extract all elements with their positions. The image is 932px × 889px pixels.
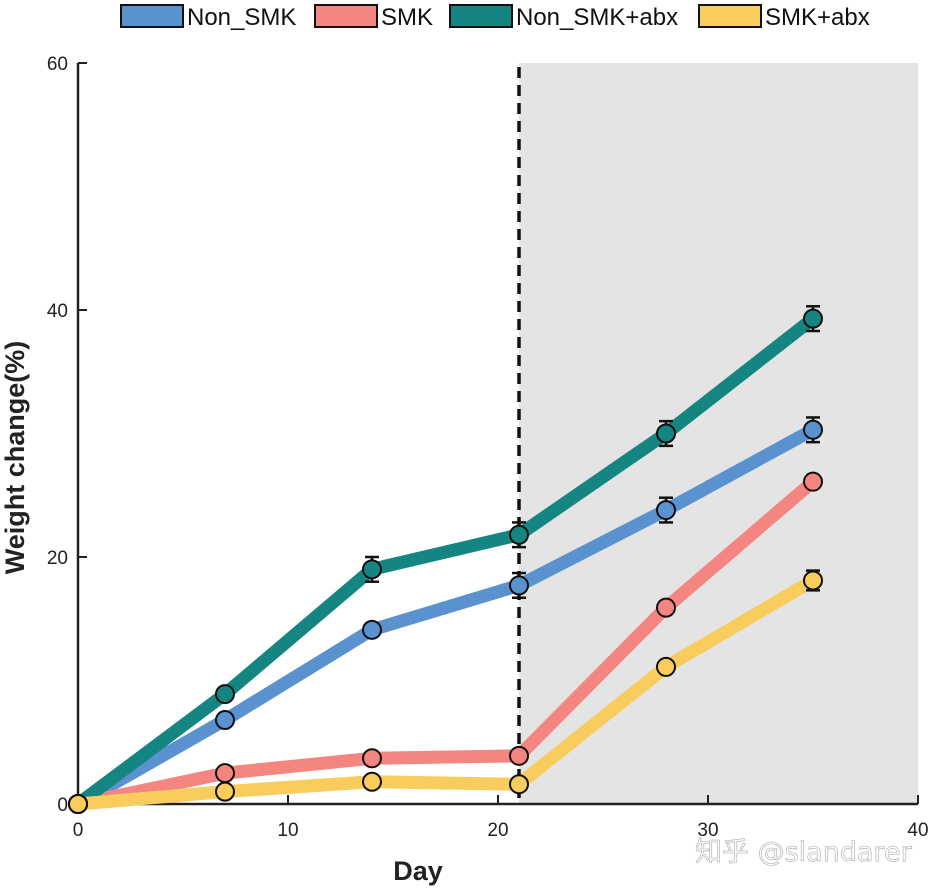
data-point — [803, 471, 823, 492]
legend-swatch — [314, 4, 378, 28]
y-tick-label: 40 — [47, 301, 68, 322]
x-tick-label: 0 — [73, 820, 84, 841]
data-point — [803, 419, 823, 440]
data-point — [656, 500, 676, 521]
x-tick-label: 20 — [487, 820, 508, 841]
data-point — [656, 656, 676, 677]
data-point — [656, 423, 676, 444]
series-lines-group — [71, 312, 820, 811]
data-point — [656, 597, 676, 618]
data-point — [215, 684, 235, 705]
data-points-group — [68, 308, 823, 814]
legend-label: SMK — [381, 4, 433, 31]
y-axis-title: Weight change(%) — [0, 341, 30, 575]
legend-label: SMK+abx — [765, 4, 870, 31]
data-point — [509, 575, 529, 596]
x-tick-label: 40 — [907, 820, 928, 841]
series-line-smk-abx — [71, 573, 820, 811]
data-point — [68, 794, 88, 814]
data-point — [215, 781, 235, 802]
data-point — [803, 570, 823, 591]
data-point — [362, 559, 382, 580]
series-line-non-smk-abx — [71, 312, 820, 811]
data-point — [362, 771, 382, 792]
data-point — [803, 308, 823, 329]
legend-swatch — [698, 4, 762, 28]
y-tick-label: 0 — [57, 795, 68, 816]
x-axis-title: Day — [393, 856, 443, 886]
data-point — [509, 524, 529, 545]
series-line-non-smk — [71, 423, 820, 811]
data-point — [362, 619, 382, 640]
data-point — [362, 748, 382, 769]
x-tick-label: 30 — [697, 820, 718, 841]
legend: Non_SMK SMK Non_SMK+abx SMK+abx — [120, 4, 870, 31]
watermark: 知乎 @slandarer — [695, 837, 913, 868]
x-tick-label: 10 — [277, 820, 298, 841]
axes-group: 0 10 20 30 40 0 20 40 60 — [47, 54, 929, 841]
y-tick-label: 60 — [47, 54, 68, 75]
series-line-smk — [71, 475, 820, 811]
legend-label: Non_SMK+abx — [516, 4, 678, 31]
data-point — [215, 710, 235, 731]
legend-swatch — [449, 4, 513, 28]
data-point — [509, 774, 529, 795]
legend-label: Non_SMK — [187, 4, 296, 31]
data-point — [509, 745, 529, 766]
legend-swatch — [120, 4, 184, 28]
data-point — [215, 763, 235, 784]
y-tick-label: 20 — [47, 548, 68, 569]
